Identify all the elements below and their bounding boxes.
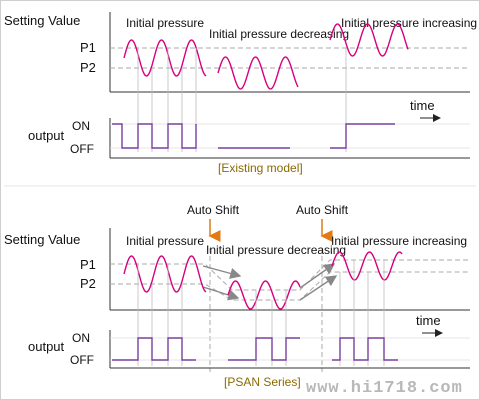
psan-series-panel: Setting Value P1 P2 Auto Shift Auto Shif… — [4, 203, 470, 389]
auto-shift-label-2: Auto Shift — [296, 203, 349, 217]
bottom-on-label: ON — [72, 331, 90, 345]
top-wave-decreasing — [217, 56, 299, 90]
shift-down-arrow-1 — [202, 265, 242, 279]
watermark: www.hi1718.com — [306, 379, 463, 398]
bottom-output-label: output — [28, 339, 65, 354]
top-initial-pressure-increasing-label: Initial pressure increasing — [341, 16, 477, 30]
bottom-initial-pressure-decreasing-label: Initial pressure decreasing — [206, 243, 346, 257]
bottom-time-label: time — [416, 313, 441, 328]
existing-model-panel: Setting Value P1 P2 Initial pressure Ini… — [4, 12, 477, 175]
top-projection-lines — [137, 48, 347, 152]
top-initial-pressure-decreasing-label: Initial pressure decreasing — [209, 27, 349, 41]
top-on-label: ON — [72, 119, 90, 133]
psan-series-caption: [PSAN Series] — [224, 375, 301, 389]
top-p2-label: P2 — [80, 60, 96, 75]
top-wave-increasing — [329, 23, 409, 57]
bottom-output-signal-initial — [112, 337, 196, 361]
shift-up-arrow-2 — [299, 275, 338, 301]
bottom-wave-decreasing — [227, 280, 301, 310]
top-wave-initial — [123, 39, 207, 77]
bottom-p1-label: P1 — [80, 257, 96, 272]
top-time-label: time — [410, 98, 435, 113]
bottom-p2-line — [110, 271, 470, 301]
bottom-p2-label: P2 — [80, 276, 96, 291]
shift-up-arrow-1 — [299, 263, 336, 289]
bottom-off-label: OFF — [70, 353, 94, 367]
bottom-p1-line — [110, 259, 470, 291]
bottom-initial-pressure-increasing-label: Initial pressure increasing — [331, 234, 467, 248]
bottom-wave-increasing — [331, 251, 403, 281]
top-setting-value-label: Setting Value — [4, 13, 80, 28]
top-output-signal-increasing — [330, 123, 395, 149]
existing-model-caption: [Existing model] — [218, 161, 303, 175]
shift-down-arrow-2 — [202, 286, 240, 301]
bottom-output-signal-decreasing — [228, 337, 300, 361]
bottom-initial-pressure-label: Initial pressure — [126, 234, 204, 248]
bottom-projection-lines — [137, 260, 385, 366]
top-off-label: OFF — [70, 142, 94, 156]
top-output-signal-initial — [112, 123, 197, 149]
bottom-setting-value-label: Setting Value — [4, 232, 80, 247]
top-output-label: output — [28, 128, 65, 143]
top-p1-label: P1 — [80, 40, 96, 55]
bottom-output-signal-increasing — [332, 337, 398, 361]
top-initial-pressure-label: Initial pressure — [126, 16, 204, 30]
auto-shift-label-1: Auto Shift — [187, 203, 240, 217]
bottom-wave-initial — [123, 255, 207, 293]
